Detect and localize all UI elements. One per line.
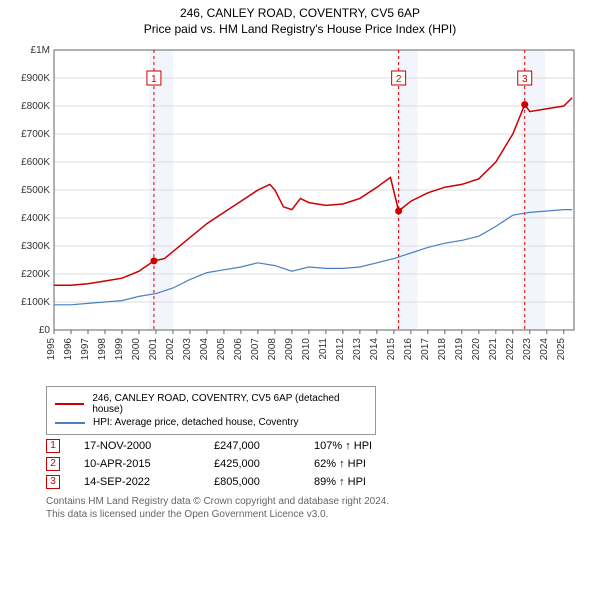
chart-title: 246, CANLEY ROAD, COVENTRY, CV5 6AP (10, 6, 590, 20)
svg-text:2007: 2007 (250, 338, 261, 361)
svg-text:£300K: £300K (21, 241, 50, 252)
svg-text:2016: 2016 (403, 338, 414, 361)
legend-item: HPI: Average price, detached house, Cove… (55, 417, 367, 428)
svg-text:2: 2 (396, 74, 402, 85)
svg-text:£0: £0 (39, 325, 51, 336)
event-price: £247,000 (214, 440, 314, 452)
svg-text:3: 3 (522, 74, 528, 85)
svg-text:1998: 1998 (97, 338, 108, 361)
legend-label: 246, CANLEY ROAD, COVENTRY, CV5 6AP (det… (92, 393, 367, 415)
svg-text:1999: 1999 (114, 338, 125, 361)
svg-text:1996: 1996 (63, 338, 74, 361)
attribution-footer: Contains HM Land Registry data © Crown c… (46, 495, 590, 521)
svg-text:2025: 2025 (556, 338, 567, 361)
event-price: £805,000 (214, 476, 314, 488)
svg-text:2012: 2012 (335, 338, 346, 361)
event-row: 1 17-NOV-2000£247,000107% ↑ HPI (46, 439, 590, 453)
svg-text:2006: 2006 (233, 338, 244, 361)
svg-text:£800K: £800K (21, 101, 50, 112)
svg-text:1997: 1997 (80, 338, 91, 361)
svg-text:£700K: £700K (21, 129, 50, 140)
legend-label: HPI: Average price, detached house, Cove… (93, 417, 299, 428)
event-marker-box: 1 (46, 439, 60, 453)
svg-text:2014: 2014 (369, 338, 380, 361)
svg-text:2023: 2023 (522, 338, 533, 361)
svg-text:£400K: £400K (21, 213, 50, 224)
svg-text:£900K: £900K (21, 73, 50, 84)
event-pct: 89% ↑ HPI (314, 476, 404, 488)
legend-swatch (55, 403, 84, 405)
svg-text:1: 1 (151, 74, 157, 85)
chart-area: £0 £100K £200K £300K £400K £500K £600K £700K £80… (10, 40, 590, 380)
svg-text:2003: 2003 (182, 338, 193, 361)
svg-text:2013: 2013 (352, 338, 363, 361)
event-date: 17-NOV-2000 (84, 440, 214, 452)
svg-text:£100K: £100K (21, 297, 50, 308)
svg-text:£600K: £600K (21, 157, 50, 168)
event-date: 10-APR-2015 (84, 458, 214, 470)
svg-text:£500K: £500K (21, 185, 50, 196)
event-price: £425,000 (214, 458, 314, 470)
svg-text:2010: 2010 (301, 338, 312, 361)
svg-text:£200K: £200K (21, 269, 50, 280)
event-pct: 62% ↑ HPI (314, 458, 404, 470)
event-date: 14-SEP-2022 (84, 476, 214, 488)
chart-subtitle: Price paid vs. HM Land Registry's House … (10, 22, 590, 36)
svg-text:2020: 2020 (471, 338, 482, 361)
svg-text:2022: 2022 (505, 338, 516, 361)
svg-text:£1M: £1M (31, 45, 50, 56)
svg-text:2009: 2009 (284, 338, 295, 361)
svg-text:2021: 2021 (488, 338, 499, 361)
events-table: 1 17-NOV-2000£247,000107% ↑ HPI 2 10-APR-20… (46, 439, 590, 489)
event-row: 3 14-SEP-2022£805,00089% ↑ HPI (46, 475, 590, 489)
svg-text:2004: 2004 (199, 338, 210, 361)
svg-text:2019: 2019 (454, 338, 465, 361)
line-chart-svg: £0 £100K £200K £300K £400K £500K £600K £700K £80… (10, 40, 590, 380)
svg-text:2001: 2001 (148, 338, 159, 361)
legend-swatch (55, 422, 85, 424)
event-marker-box: 3 (46, 475, 60, 489)
event-row: 2 10-APR-2015£425,00062% ↑ HPI (46, 457, 590, 471)
svg-text:2002: 2002 (165, 338, 176, 361)
svg-text:2017: 2017 (420, 338, 431, 361)
svg-text:2024: 2024 (539, 338, 550, 361)
event-marker-box: 2 (46, 457, 60, 471)
svg-text:2005: 2005 (216, 338, 227, 361)
svg-text:2008: 2008 (267, 338, 278, 361)
event-pct: 107% ↑ HPI (314, 440, 404, 452)
svg-text:2015: 2015 (386, 338, 397, 361)
legend-item: 246, CANLEY ROAD, COVENTRY, CV5 6AP (det… (55, 393, 367, 415)
legend: 246, CANLEY ROAD, COVENTRY, CV5 6AP (det… (46, 386, 376, 435)
svg-text:2000: 2000 (131, 338, 142, 361)
svg-text:1995: 1995 (46, 338, 57, 361)
svg-text:2018: 2018 (437, 338, 448, 361)
svg-text:2011: 2011 (318, 338, 329, 360)
